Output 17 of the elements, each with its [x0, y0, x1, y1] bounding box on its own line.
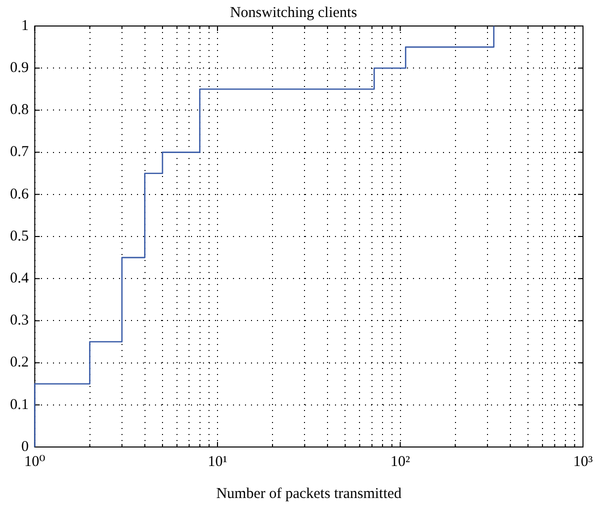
y-tick-label: 0 — [21, 438, 29, 455]
x-tick-label: 10² — [390, 454, 410, 470]
y-tick-label: 0.6 — [10, 186, 30, 202]
y-tick-label: 0.8 — [10, 102, 29, 118]
x-tick-label: 10¹ — [208, 454, 228, 470]
x-tick-label: 10³ — [573, 454, 594, 470]
y-tick-label: 0.2 — [10, 354, 29, 371]
y-tick-label: 0.3 — [10, 312, 29, 329]
y-tick-label: 0.1 — [10, 396, 29, 413]
y-tick-label: 0.5 — [10, 228, 29, 244]
y-tick-label: 0.7 — [10, 144, 30, 160]
y-tick-label: 0.4 — [10, 270, 30, 287]
y-tick-label: 1 — [21, 18, 29, 34]
chart-title: Nonswitching clients — [230, 4, 358, 21]
x-tick-label: 10⁰ — [24, 454, 46, 470]
y-tick-label: 0.9 — [10, 60, 29, 76]
x-axis-title: Number of packets transmitted — [216, 486, 402, 502]
